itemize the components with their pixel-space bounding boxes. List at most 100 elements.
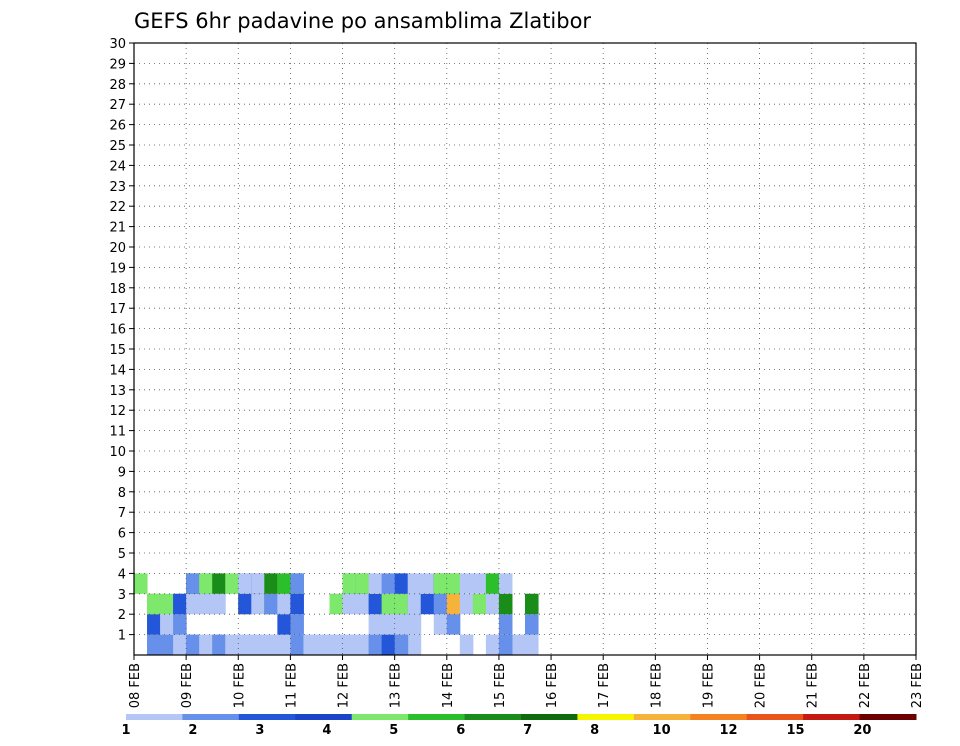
y-tick-label: 16 [109, 323, 126, 338]
x-tick-label: 20 FEB [754, 663, 769, 708]
y-tick-label: 6 [118, 527, 126, 542]
heatmap-cell [212, 573, 226, 594]
heatmap-cell [368, 573, 383, 594]
heatmap-cell [238, 573, 252, 594]
y-tick-label: 3 [118, 588, 126, 603]
heatmap-cell [251, 573, 265, 594]
heatmap-cell [355, 593, 370, 615]
heatmap-cell [472, 593, 487, 615]
heatmap-cell [186, 634, 200, 655]
heatmap-cell [485, 593, 500, 615]
heatmap-cell [368, 614, 383, 635]
heatmap-cell [446, 614, 461, 635]
heatmap-cell [407, 593, 422, 615]
heatmap-cell [290, 593, 304, 615]
colorbar-label: 10 [653, 723, 671, 738]
colorbar-label: 8 [590, 723, 599, 738]
heatmap-cell [147, 634, 161, 655]
heatmap-cell [459, 593, 474, 615]
heatmap-cell [316, 634, 330, 655]
heatmap-cell [381, 573, 396, 594]
colorbar-swatch [351, 714, 409, 720]
heatmap-cell [199, 634, 213, 655]
y-tick-label: 2 [118, 608, 126, 623]
heatmap-cell [225, 634, 239, 655]
heatmap-cell [498, 614, 513, 635]
heatmap-cell [381, 634, 396, 655]
colorbar: 1 2 3 4 5 6 7 8 10 12 15 20 [121, 714, 917, 738]
colorbar-swatch [803, 714, 861, 720]
y-tick-label: 30 [109, 37, 126, 52]
heatmap-cell [342, 593, 357, 615]
y-tick-label: 17 [109, 302, 126, 317]
heatmap-cell [433, 614, 448, 635]
heatmap-cell [407, 634, 422, 655]
y-tick-label: 18 [109, 282, 126, 297]
x-tick-label: 22 FEB [858, 663, 873, 708]
heatmap-cell [394, 573, 409, 594]
colorbar-swatch [521, 714, 578, 720]
heatmap-cell [368, 634, 383, 655]
heatmap-cell [199, 573, 213, 594]
colorbar-label: 6 [456, 723, 465, 738]
heatmap-cell [251, 593, 265, 615]
heatmap-cell [277, 573, 291, 594]
heatmap-cell [407, 614, 422, 635]
heatmap-cell [160, 614, 174, 635]
heatmap-cell [264, 573, 278, 594]
heatmap-cell [446, 573, 461, 594]
heatmap-cell [446, 593, 461, 615]
heatmap-cell [368, 593, 383, 615]
heatmap-cell [277, 614, 291, 635]
heatmap-cell [355, 573, 370, 594]
x-tick-label: 17 FEB [597, 663, 612, 708]
y-tick-label: 12 [109, 404, 126, 419]
colorbar-swatch [859, 714, 917, 720]
y-tick-label: 8 [118, 486, 126, 501]
y-tick-label: 5 [118, 547, 126, 562]
heatmap-cell [290, 614, 304, 635]
colorbar-swatch [126, 714, 183, 720]
y-tick-label: 29 [109, 57, 126, 72]
heatmap-cell [498, 634, 513, 655]
x-tick-label: 09 FEB [180, 663, 195, 708]
colorbar-swatch [295, 714, 353, 720]
heatmap-cell [264, 593, 278, 615]
y-tick-label: 4 [118, 567, 126, 582]
heatmap-cell [212, 593, 226, 615]
y-tick-label: 20 [109, 241, 126, 256]
heatmap-cell [342, 634, 357, 655]
y-tick-label: 21 [109, 221, 126, 236]
colorbar-label: 12 [719, 723, 737, 738]
y-tick-label: 26 [109, 119, 126, 134]
colorbar-swatch [690, 714, 748, 720]
colorbar-label: 3 [255, 723, 264, 738]
heatmap-cell [433, 573, 448, 594]
x-tick-label: 11 FEB [284, 663, 299, 708]
y-tick-label: 9 [118, 465, 126, 480]
y-tick-label: 1 [118, 629, 126, 644]
heatmap-cell [394, 614, 409, 635]
heatmap-cell [264, 634, 278, 655]
heatmap-cell [251, 634, 265, 655]
x-tick-label: 15 FEB [493, 663, 508, 708]
colorbar-label: 4 [322, 723, 331, 738]
x-axis: 08 FEB 09 FEB 10 FEB 11 FEB 12 FEB 13 FEB 14 F… [128, 655, 925, 708]
y-tick-label: 24 [109, 159, 126, 174]
x-tick-label: 13 FEB [389, 663, 404, 708]
heatmap-cell [238, 634, 252, 655]
heatmap-cell [147, 614, 161, 635]
heatmap-cell [225, 573, 239, 594]
heatmap-cell [173, 634, 187, 655]
heatmap-cell [355, 634, 370, 655]
heatmap-cell [525, 634, 539, 655]
y-tick-label: 14 [109, 363, 126, 378]
colorbar-swatch [238, 714, 296, 720]
heatmap-cell [472, 573, 487, 594]
colorbar-label: 15 [786, 723, 804, 738]
heatmap-cell [199, 593, 213, 615]
x-tick-label: 16 FEB [545, 663, 560, 708]
colorbar-swatch [633, 714, 691, 720]
x-tick-label: 08 FEB [128, 663, 143, 708]
